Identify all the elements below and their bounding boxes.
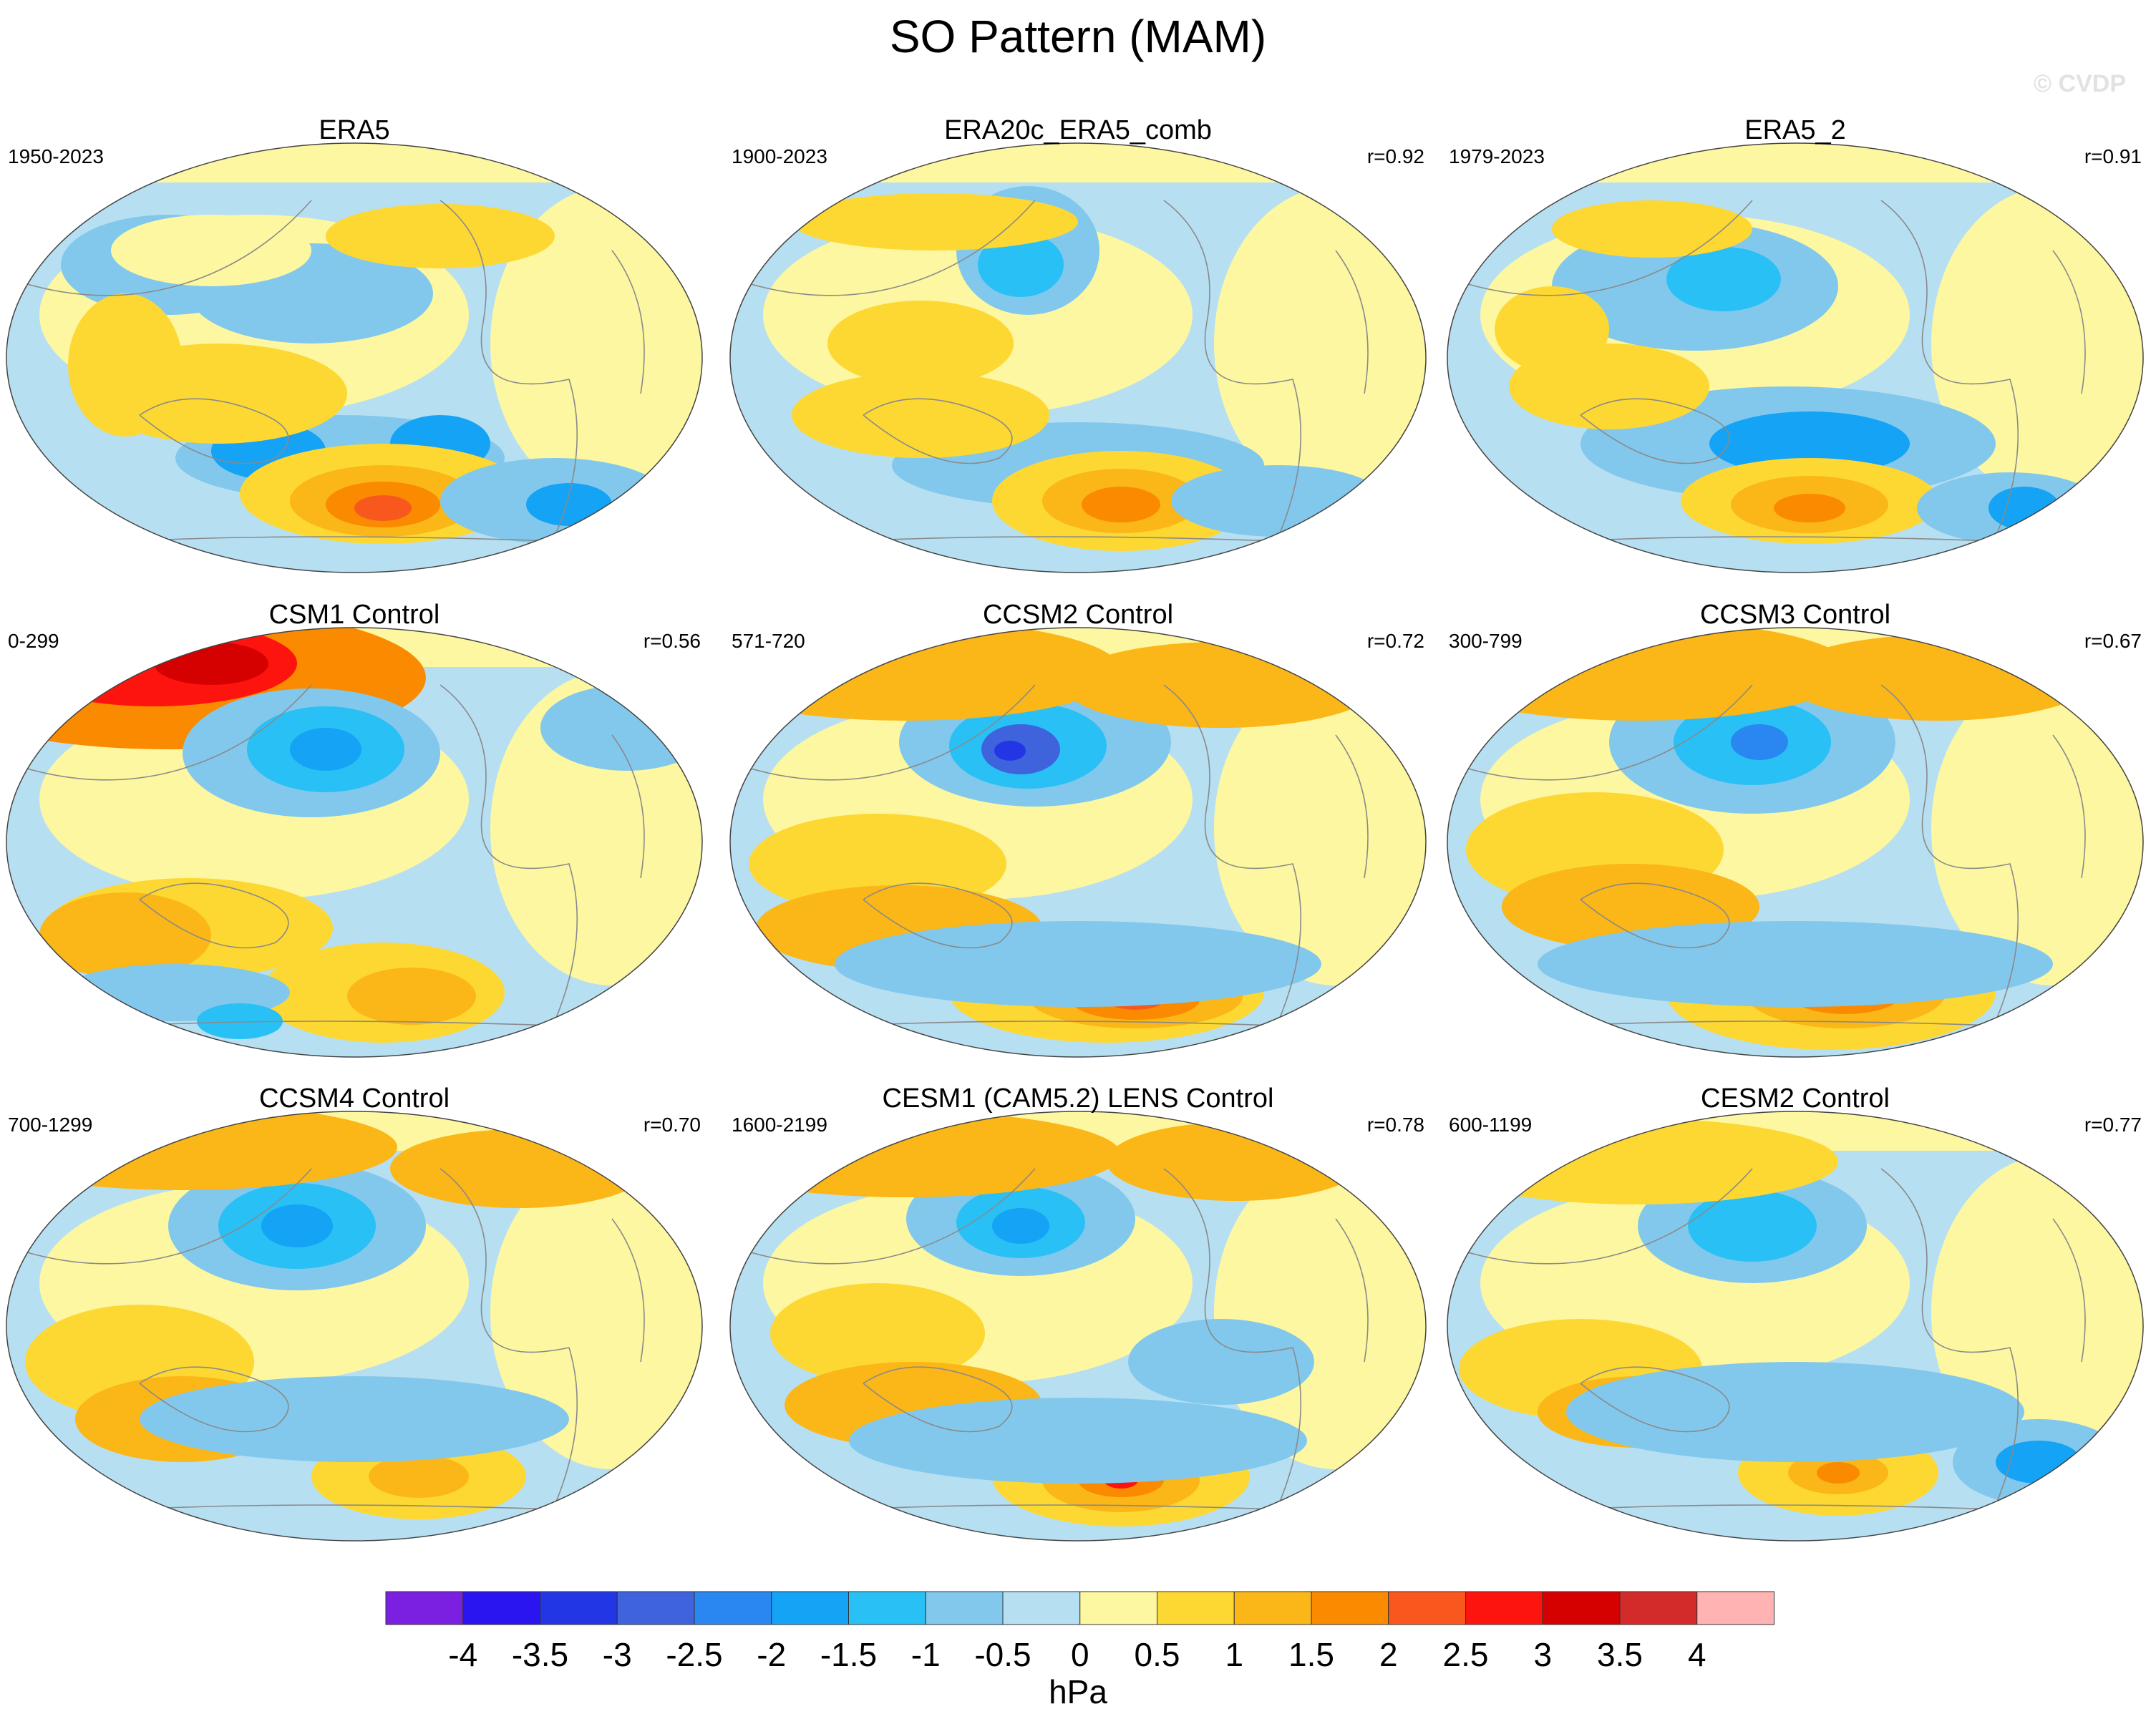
colorbar-swatch bbox=[1465, 1591, 1543, 1625]
colorbar-tick-label: 0.5 bbox=[1135, 1636, 1180, 1673]
colorbar-tick-label: 2.5 bbox=[1443, 1636, 1489, 1673]
colorbar-swatch bbox=[1542, 1591, 1621, 1625]
colorbar-tick-label: 2 bbox=[1379, 1636, 1398, 1673]
panel-correlation: r=0.67 bbox=[2084, 630, 2142, 652]
watermark: © CVDP bbox=[2034, 70, 2126, 97]
colorbar-tick-label: 0 bbox=[1071, 1636, 1089, 1673]
panel-period: 700-1299 bbox=[8, 1114, 92, 1136]
panel-period: 600-1199 bbox=[1449, 1114, 1532, 1136]
panel-title: CSM1 Control bbox=[269, 600, 440, 630]
map-panel: CSM1 Control 0-299 r=0.56 bbox=[6, 600, 703, 1058]
colorbar-swatch bbox=[925, 1591, 1004, 1625]
map-panel: CCSM4 Control 700-1299 r=0.70 bbox=[6, 1083, 703, 1542]
colorbar-swatch bbox=[1311, 1591, 1389, 1625]
colorbar-swatch bbox=[540, 1591, 618, 1625]
colorbar-tick-label: 3 bbox=[1533, 1636, 1552, 1673]
map-panel: CESM2 Control 600-1199 r=0.77 bbox=[1447, 1083, 2144, 1542]
figure-title: SO Pattern (MAM) bbox=[890, 11, 1266, 62]
colorbar-tick-label: -0.5 bbox=[974, 1636, 1031, 1673]
map-panel: CCSM3 Control 300-799 r=0.67 bbox=[1447, 600, 2144, 1058]
colorbar-tick-label: 4 bbox=[1688, 1636, 1706, 1673]
colorbar-tick-label: -1 bbox=[911, 1636, 941, 1673]
colorbar-swatch bbox=[1002, 1591, 1081, 1625]
colorbar-tick-label: -1.5 bbox=[820, 1636, 877, 1673]
panel-correlation: r=0.72 bbox=[1367, 630, 1424, 652]
map-panel: ERA5 1950-2023 bbox=[6, 115, 703, 573]
colorbar-swatch bbox=[694, 1591, 772, 1625]
colorbar-tick-label: 1.5 bbox=[1288, 1636, 1334, 1673]
colorbar-swatch bbox=[616, 1591, 695, 1625]
colorbar-swatch bbox=[1619, 1591, 1698, 1625]
colorbar-tick-label: 1 bbox=[1225, 1636, 1243, 1673]
panel-title: ERA20c_ERA5_comb bbox=[944, 115, 1212, 145]
colorbar-swatch bbox=[1079, 1591, 1157, 1625]
colorbar-swatch bbox=[462, 1591, 540, 1625]
panel-period: 571-720 bbox=[732, 630, 805, 652]
colorbar-swatch bbox=[1233, 1591, 1312, 1625]
colorbar-tick-label: -2 bbox=[757, 1636, 786, 1673]
colorbar-tick-label: -2.5 bbox=[666, 1636, 722, 1673]
panel-title: ERA5_2 bbox=[1744, 115, 1846, 145]
panel-title: CCSM2 Control bbox=[983, 600, 1173, 630]
colorbar-swatch bbox=[771, 1591, 849, 1625]
panel-period: 300-799 bbox=[1449, 630, 1523, 652]
colorbar-swatch bbox=[1388, 1591, 1466, 1625]
map-panel: ERA5_2 1979-2023 r=0.91 bbox=[1447, 115, 2144, 573]
panel-title: CESM2 Control bbox=[1701, 1083, 1890, 1114]
colorbar: -4 -3.5 -3 -2.5 -2 -1.5 -1 -0.5 0 0.5 1 1.5 2 2.5 3 3.5… bbox=[385, 1591, 1774, 1710]
map-panel: CCSM2 Control 571-720 r=0.72 bbox=[729, 600, 1427, 1058]
panel-period: 1900-2023 bbox=[732, 145, 827, 167]
map-panel: ERA20c_ERA5_comb 1900-2023 r=0.92 bbox=[729, 115, 1427, 573]
panel-correlation: r=0.70 bbox=[644, 1114, 701, 1136]
colorbar-tick-label: -4 bbox=[448, 1636, 477, 1673]
colorbar-swatch bbox=[1696, 1591, 1774, 1625]
map-panels: ERA5 1950-2023 ERA20c_ERA5_comb 1900-2023 r=… bbox=[6, 115, 2144, 1542]
panel-correlation: r=0.91 bbox=[2084, 145, 2142, 167]
panel-period: 1950-2023 bbox=[8, 145, 104, 167]
panel-title: CCSM4 Control bbox=[259, 1083, 450, 1114]
panel-period: 1979-2023 bbox=[1449, 145, 1545, 167]
colorbar-tick-label: -3 bbox=[603, 1636, 632, 1673]
panel-title: ERA5 bbox=[319, 115, 389, 145]
panel-correlation: r=0.56 bbox=[644, 630, 701, 652]
colorbar-unit: hPa bbox=[1049, 1673, 1107, 1710]
panel-period: 0-299 bbox=[8, 630, 59, 652]
panel-title: CCSM3 Control bbox=[1700, 600, 1890, 630]
map-panel: CESM1 (CAM5.2) LENS Control 1600-2199 r=0.… bbox=[729, 1083, 1427, 1542]
colorbar-swatch bbox=[385, 1591, 464, 1625]
panel-correlation: r=0.77 bbox=[2084, 1114, 2142, 1136]
colorbar-tick-label: -3.5 bbox=[512, 1636, 568, 1673]
colorbar-tick-label: 3.5 bbox=[1597, 1636, 1643, 1673]
panel-period: 1600-2199 bbox=[732, 1114, 827, 1136]
panel-correlation: r=0.92 bbox=[1367, 145, 1424, 167]
colorbar-swatch bbox=[848, 1591, 926, 1625]
colorbar-swatch bbox=[1157, 1591, 1235, 1625]
panel-correlation: r=0.78 bbox=[1367, 1114, 1424, 1136]
panel-title: CESM1 (CAM5.2) LENS Control bbox=[883, 1083, 1274, 1114]
